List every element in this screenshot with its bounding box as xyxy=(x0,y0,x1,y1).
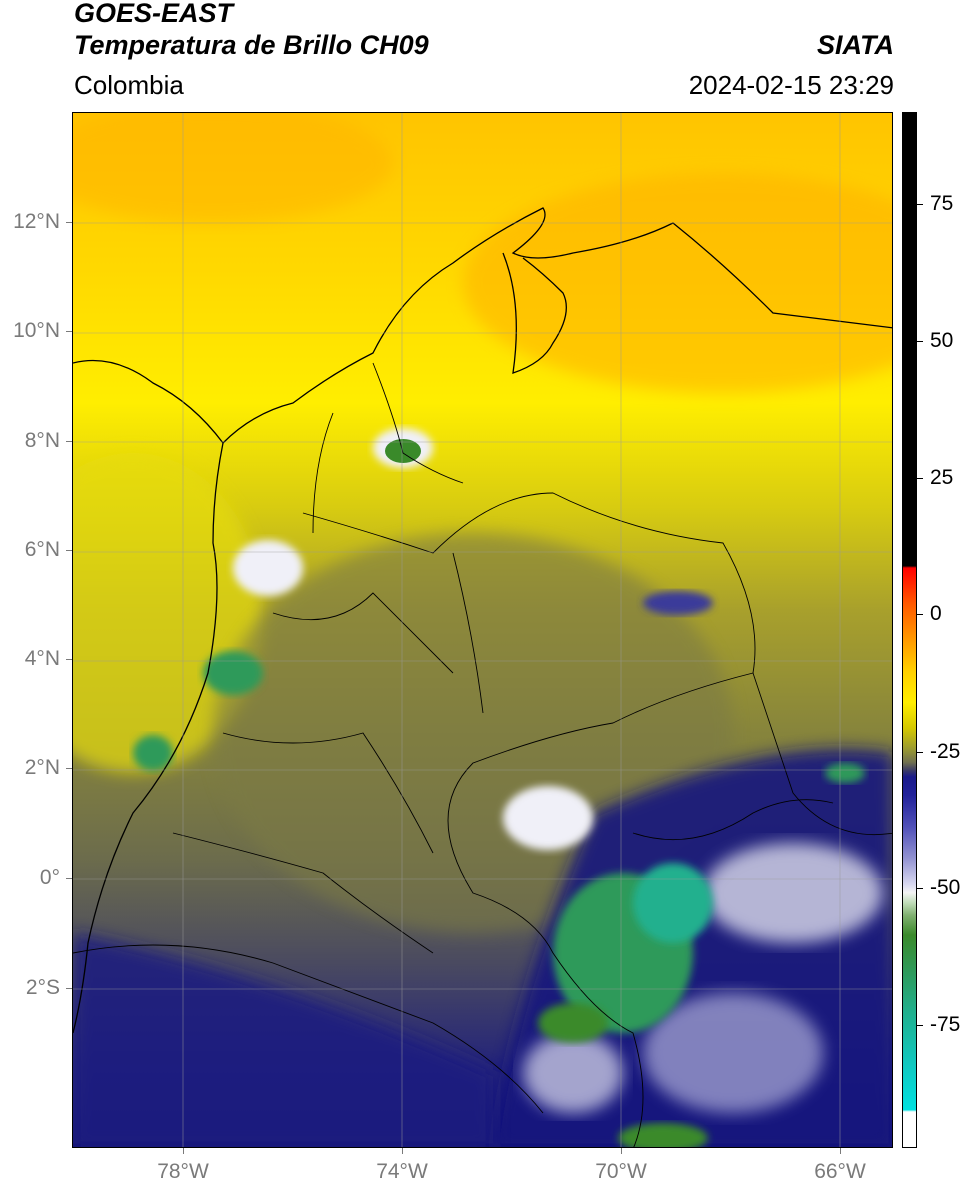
cloud-top xyxy=(523,1033,623,1113)
colorbar-tick-mark xyxy=(917,478,923,479)
country-border xyxy=(632,799,834,841)
department-border xyxy=(372,362,464,484)
colorbar-tick-mark xyxy=(917,341,923,342)
storm-cell xyxy=(618,1123,708,1147)
lat-label: 2°N xyxy=(24,756,60,779)
satellite-map xyxy=(72,112,893,1148)
department-border xyxy=(172,832,434,954)
lat-tick-mark xyxy=(66,659,72,660)
colorbar-tick-mark xyxy=(917,752,923,753)
warm-region xyxy=(73,113,393,223)
colorbar-label: 50 xyxy=(930,329,954,352)
brightness-temperature-field xyxy=(73,113,892,1147)
pacific-coast xyxy=(73,442,224,1034)
colorbar-label: 75 xyxy=(930,192,954,215)
lat-tick-mark xyxy=(66,878,72,879)
lat-tick-mark xyxy=(66,988,72,989)
department-border xyxy=(272,592,454,674)
storm-cell xyxy=(538,1003,608,1043)
storm-cell xyxy=(385,439,421,463)
department-border xyxy=(312,412,334,534)
graticule xyxy=(73,113,892,1147)
colorbar-label: -50 xyxy=(930,876,961,899)
colorbar-tick-mark xyxy=(917,204,923,205)
storm-cell xyxy=(203,651,263,695)
lon-label: 78°W xyxy=(157,1160,209,1183)
country-border xyxy=(302,492,756,1147)
coastlines xyxy=(73,207,892,1034)
lon-tick-mark xyxy=(840,1148,841,1154)
region-label: Colombia xyxy=(74,70,184,100)
lon-label: 66°W xyxy=(814,1160,866,1183)
temperature-colorbar xyxy=(902,112,917,1148)
lat-tick-mark xyxy=(66,768,72,769)
colorbar-tick-mark xyxy=(917,614,923,615)
lon-label: 70°W xyxy=(595,1160,647,1183)
product-title: Temperatura de Brillo CH09 xyxy=(74,30,429,60)
lat-tick-mark xyxy=(66,331,72,332)
pacific-dry-region xyxy=(73,453,263,773)
lat-label: 8°N xyxy=(24,429,60,452)
colorbar-tick-mark xyxy=(917,888,923,889)
admin-borders xyxy=(73,362,892,1147)
lat-tick-mark xyxy=(66,222,72,223)
department-border xyxy=(222,732,434,854)
lat-label: 12°N xyxy=(13,210,60,233)
lat-tick-mark xyxy=(66,550,72,551)
storm-cell xyxy=(503,786,593,850)
storm-cell xyxy=(643,591,713,615)
storm-cell xyxy=(233,540,303,596)
warm-region xyxy=(463,173,892,393)
country-border xyxy=(752,672,892,836)
colorbar-label: 25 xyxy=(930,466,954,489)
cloud-top xyxy=(703,843,883,943)
department-border xyxy=(452,552,484,714)
lat-label: 2°S xyxy=(25,976,60,999)
cloud-top xyxy=(643,993,823,1113)
lon-tick-mark xyxy=(183,1148,184,1154)
storm-cell xyxy=(825,763,865,783)
lat-label: 10°N xyxy=(13,319,60,342)
lat-label: 4°N xyxy=(24,647,60,670)
satellite-title: GOES-EAST xyxy=(74,0,234,28)
lake-maracaibo xyxy=(502,252,567,374)
lat-label: 0° xyxy=(39,866,60,889)
caribbean-coast xyxy=(73,207,892,444)
colorbar-label: -25 xyxy=(930,740,961,763)
cold-cloud-region xyxy=(73,933,493,1147)
storm-cell xyxy=(633,863,713,943)
lat-label: 6°N xyxy=(24,538,60,561)
lon-tick-mark xyxy=(402,1148,403,1154)
lon-label: 74°W xyxy=(376,1160,428,1183)
lon-tick-mark xyxy=(621,1148,622,1154)
country-border xyxy=(73,944,544,1114)
storm-cell xyxy=(133,735,173,771)
agency-label: SIATA xyxy=(817,30,894,60)
colorbar-tick-mark xyxy=(917,1025,923,1026)
lat-tick-mark xyxy=(66,441,72,442)
datetime-label: 2024-02-15 23:29 xyxy=(688,70,894,100)
colorbar-label: 0 xyxy=(930,602,942,625)
colorbar-label: -75 xyxy=(930,1013,961,1036)
